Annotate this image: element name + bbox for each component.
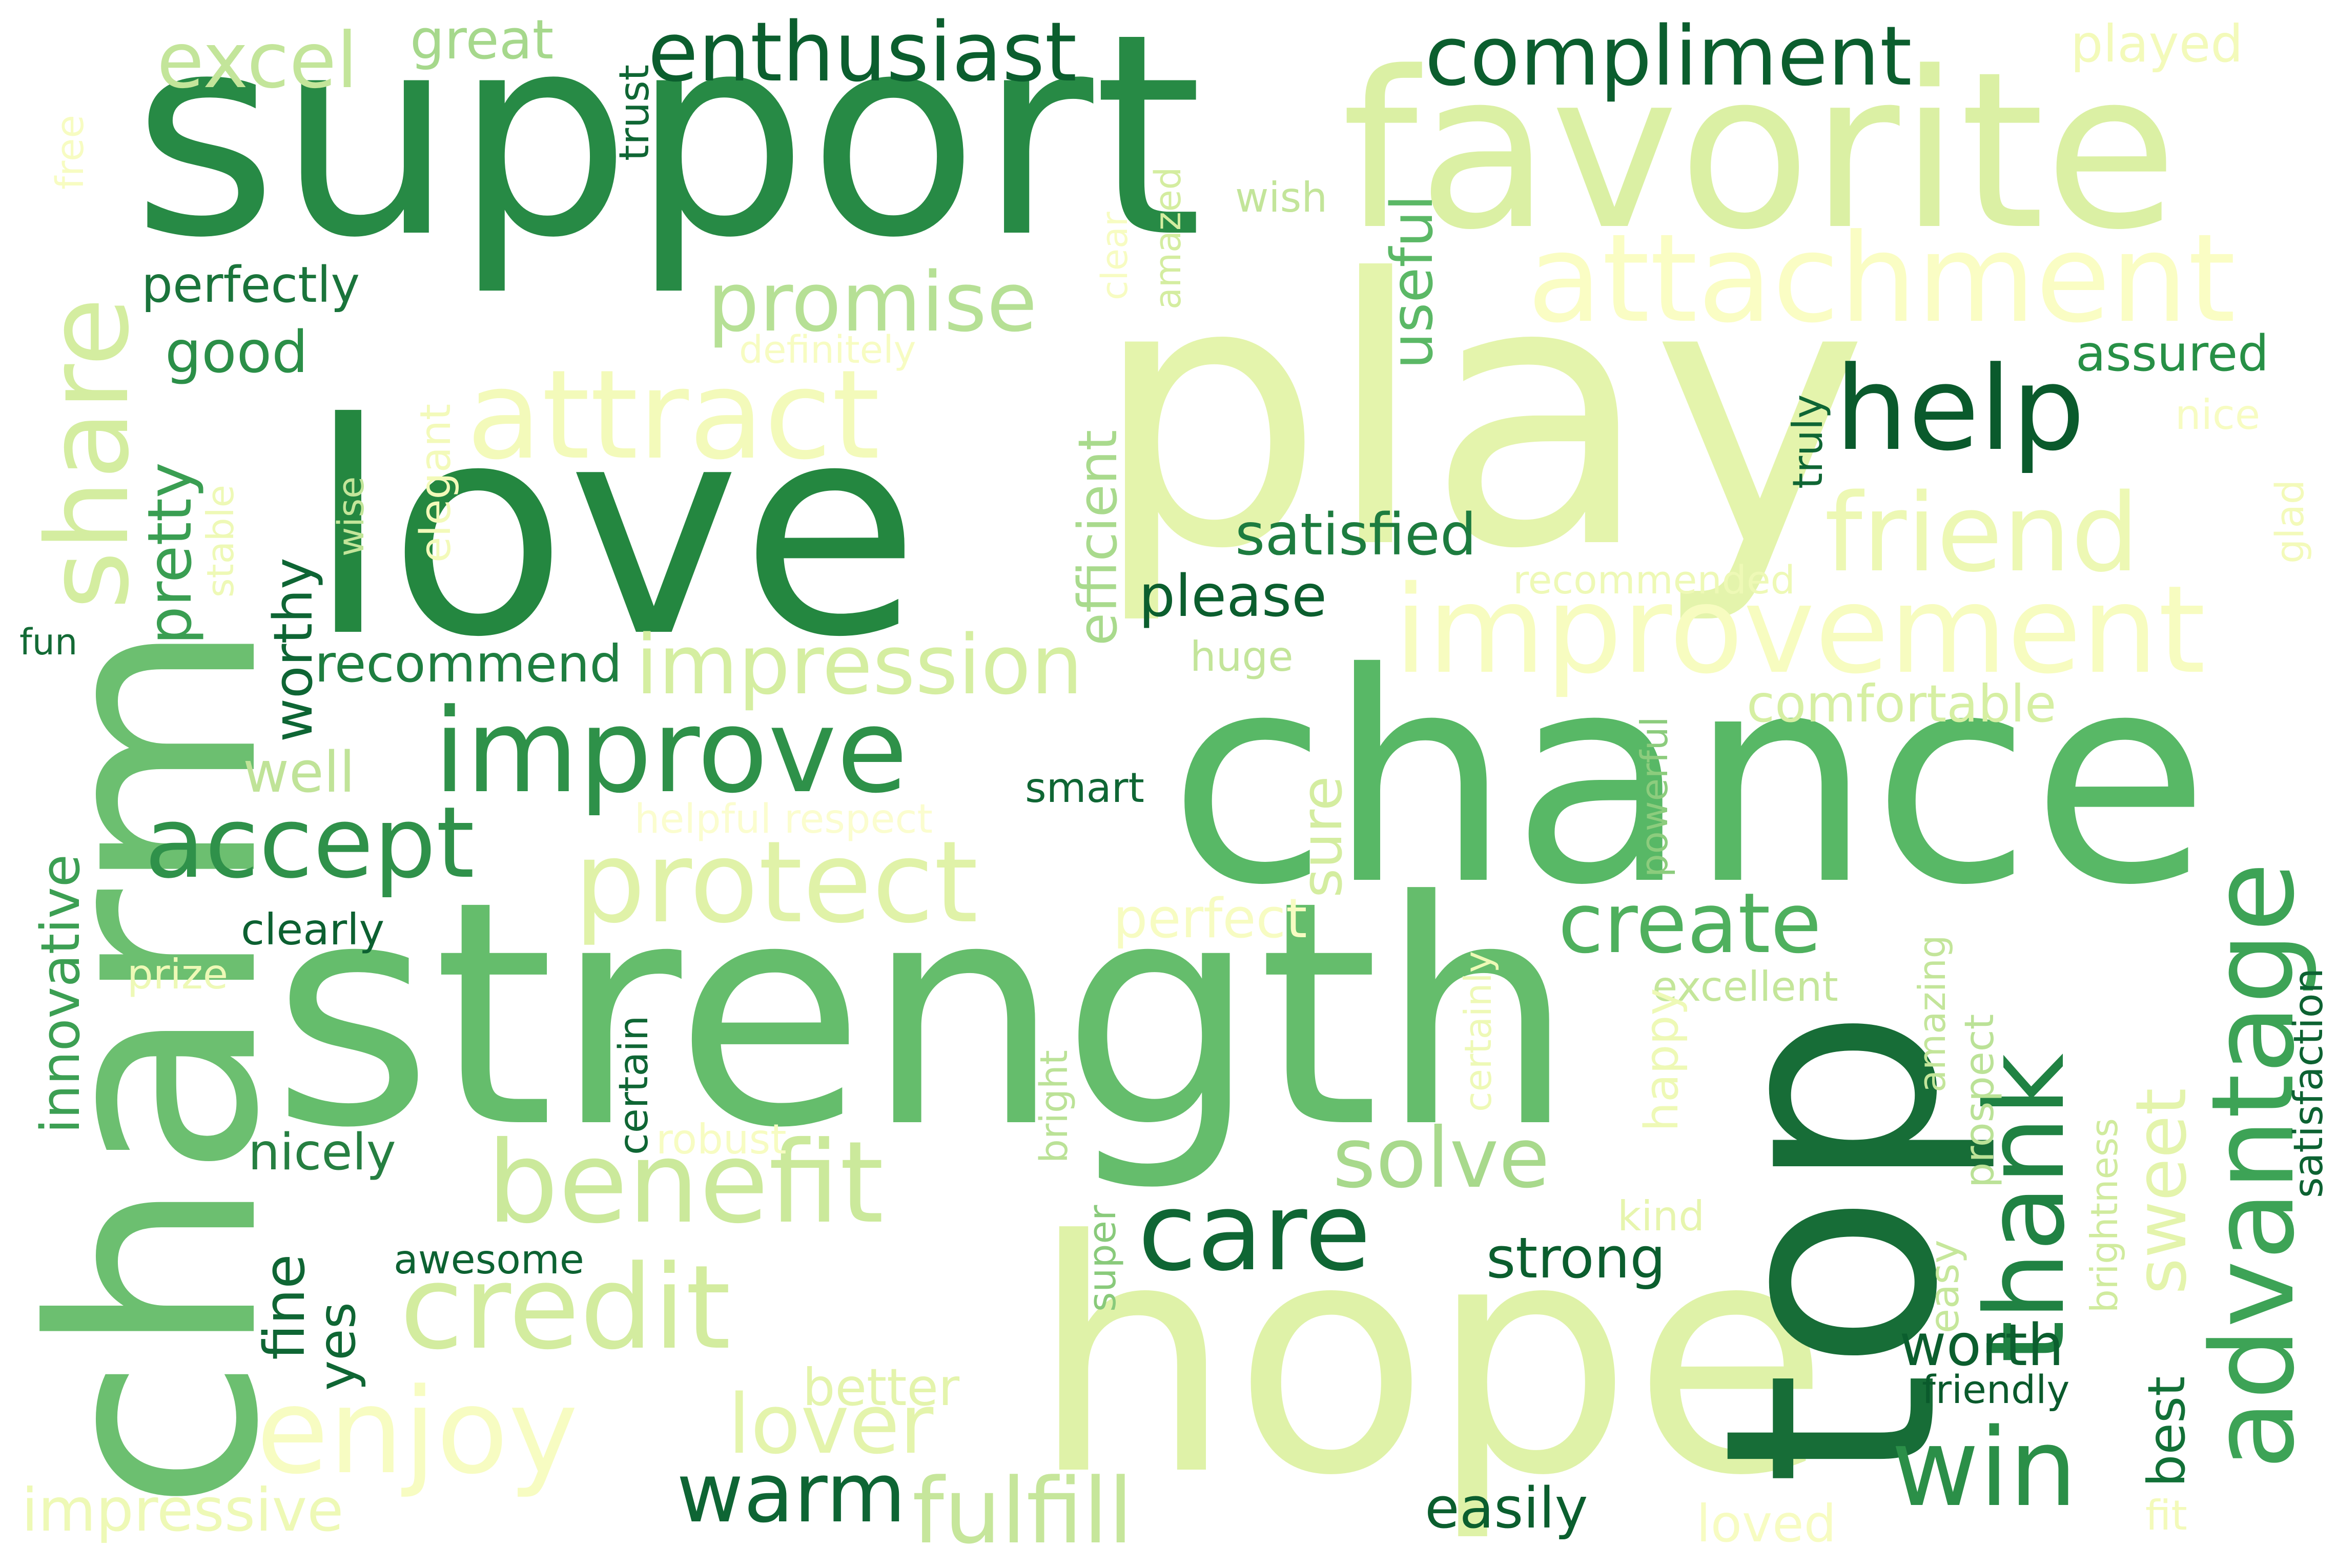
word-innovative: innovative <box>29 854 92 1133</box>
word-solve: solve <box>1332 1110 1550 1207</box>
word-enjoy: enjoy <box>256 1364 579 1500</box>
word-useful: useful <box>1379 195 1446 369</box>
word-friend: friend <box>1824 470 2140 596</box>
word-great: great <box>410 8 554 71</box>
word-attachment: attachment <box>1527 208 2236 350</box>
word-nicely: nicely <box>248 1123 396 1182</box>
word-fulfill: fulfill <box>912 1459 1134 1564</box>
word-bright: bright <box>1032 1050 1076 1163</box>
word-impressive: impressive <box>22 1476 344 1545</box>
word-easily: easily <box>1425 1475 1588 1541</box>
word-compliment: compliment <box>1425 8 1912 104</box>
word-sweet: sweet <box>2121 1088 2202 1294</box>
word-improvement: improvement <box>1394 560 2206 700</box>
word-nice: nice <box>2175 391 2261 439</box>
word-fine: fine <box>252 1254 317 1360</box>
word-certainly: certainly <box>1457 951 1500 1112</box>
word-excel: excel <box>157 16 358 106</box>
word-loved: loved <box>1696 1494 1837 1554</box>
word-benefit: benefit <box>487 1117 884 1248</box>
word-lover: lover <box>728 1376 934 1472</box>
word-chance: chance <box>1168 612 2210 948</box>
word-impression: impression <box>636 617 1083 713</box>
word-help: help <box>1835 342 2085 477</box>
word-satisfaction: satisfaction <box>2286 968 2332 1198</box>
word-best: best <box>2137 1376 2197 1487</box>
word-assured: assured <box>2076 325 2269 382</box>
word-worthy: worthy <box>262 558 324 742</box>
word-efficient: efficient <box>1067 429 1129 646</box>
word-robust: robust <box>656 1116 787 1163</box>
word-yes: yes <box>307 1302 367 1391</box>
word-truly: truly <box>1784 394 1832 489</box>
word-definitely: definitely <box>739 328 916 372</box>
word-helpful-respect: helpful respect <box>634 796 933 842</box>
word-favorite: favorite <box>1342 25 2178 277</box>
word-better: better <box>803 1357 960 1417</box>
word-strong: strong <box>1486 1225 1666 1291</box>
word-easy: easy <box>1922 1240 1968 1333</box>
word-hope: hope <box>1030 1173 1830 1545</box>
word-clear: clear <box>1094 212 1136 300</box>
word-trust: trust <box>610 64 658 161</box>
word-sure: sure <box>1289 776 1355 898</box>
word-perfectly: perfectly <box>141 256 360 314</box>
word-perfect: perfect <box>1113 887 1307 950</box>
word-certain: certain <box>611 1015 657 1155</box>
word-fit: fit <box>2145 1492 2187 1539</box>
word-amazing: amazing <box>1911 935 1954 1092</box>
word-strength: strength <box>272 835 1575 1195</box>
word-free: free <box>48 115 92 190</box>
word-accept: accept <box>145 786 475 900</box>
word-prospect: prospect <box>1957 1014 2003 1188</box>
word-amazed: amazed <box>1147 167 1189 310</box>
word-satisfied: satisfied <box>1235 502 1477 568</box>
word-pretty: pretty <box>134 462 205 645</box>
word-recommended: recommended <box>1513 557 1795 603</box>
word-fun: fun <box>19 621 78 663</box>
word-friendly: friendly <box>1922 1367 2070 1412</box>
word-prize: prize <box>127 951 229 998</box>
word-smart: smart <box>1025 764 1144 812</box>
word-warm: warm <box>676 1445 906 1541</box>
word-credit: credit <box>400 1241 731 1375</box>
word-comfortable: comfortable <box>1747 674 2057 734</box>
word-protect: protect <box>574 817 978 948</box>
word-glad: glad <box>2267 479 2312 564</box>
word-happy: happy <box>1635 988 1689 1131</box>
word-promise: promise <box>707 254 1037 350</box>
word-stable: stable <box>199 485 242 597</box>
word-clearly: clearly <box>241 904 385 955</box>
word-improve: improve <box>434 684 908 819</box>
word-win: win <box>1891 1405 2078 1531</box>
word-care: care <box>1138 1169 1371 1295</box>
word-create: create <box>1558 876 1822 972</box>
word-awesome: awesome <box>394 1237 584 1283</box>
word-share: share <box>23 297 154 610</box>
word-support: support <box>132 0 1203 299</box>
word-super: super <box>1080 1205 1124 1312</box>
word-wish: wish <box>1235 174 1328 221</box>
word-recommend: recommend <box>315 634 622 694</box>
word-well: well <box>243 739 355 805</box>
word-play: play <box>1092 201 1869 629</box>
word-kind: kind <box>1617 1192 1705 1240</box>
word-please: please <box>1139 563 1327 630</box>
word-love: love <box>308 361 920 701</box>
word-good: good <box>165 319 309 386</box>
word-wise: wise <box>330 476 372 556</box>
word-excellent: excellent <box>1652 963 1838 1010</box>
word-played: played <box>2070 14 2243 74</box>
word-huge: huge <box>1190 633 1294 680</box>
word-elegant: elegant <box>412 403 460 563</box>
word-brightness: brightness <box>2083 1118 2126 1313</box>
word-enthusiast: enthusiast <box>648 4 1077 100</box>
word-attract: attract <box>466 343 880 487</box>
word-worth: worth <box>1899 1312 2064 1379</box>
word-powerful: powerful <box>1633 716 1676 877</box>
